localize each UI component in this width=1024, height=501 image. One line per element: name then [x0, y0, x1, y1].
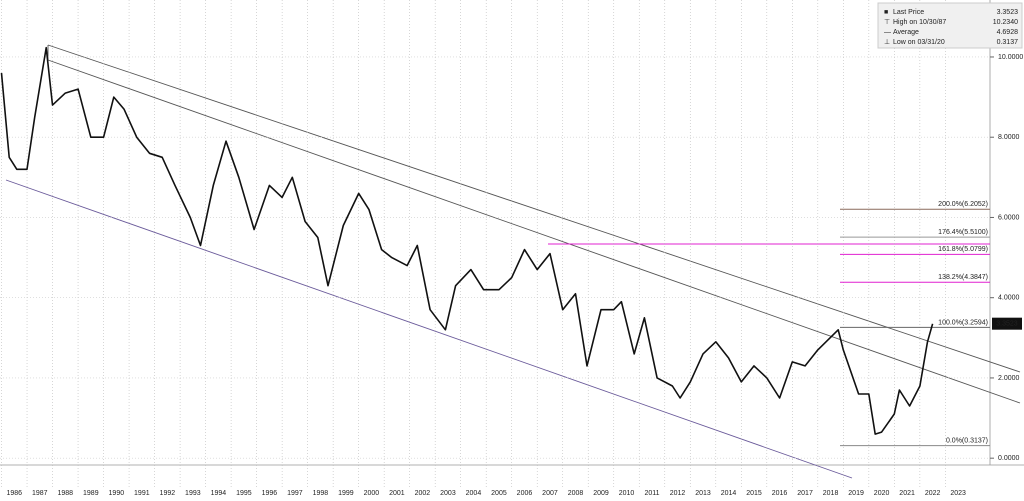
legend-value: 10.2340 [993, 19, 1018, 26]
y-tick-label: 10.0000 [998, 54, 1023, 61]
y-tick-label: 4.0000 [998, 295, 1020, 302]
legend-value: 0.3137 [997, 39, 1019, 46]
x-tick-label: 2023 [950, 490, 966, 497]
x-tick-label: 2021 [899, 490, 915, 497]
last-price-tag [992, 317, 1022, 330]
legend-box [877, 2, 1023, 49]
x-tick-label: 2000 [364, 490, 380, 497]
y-tick-label: 0.0000 [998, 455, 1020, 462]
x-tick-label: 1995 [236, 490, 252, 497]
legend-name: Average [893, 29, 919, 36]
x-tick-label: 2005 [491, 490, 507, 497]
x-tick-label: 2007 [542, 490, 558, 497]
x-tick-label: 1991 [134, 490, 150, 497]
x-tick-label: 2012 [670, 490, 686, 497]
x-tick-label: 2002 [415, 490, 431, 497]
x-tick-label: 2014 [721, 490, 737, 497]
level-label: 0.0%(0.3137) [946, 437, 988, 444]
level-label: 161.8%(5.0799) [938, 246, 988, 253]
x-tick-label: 1994 [211, 490, 227, 497]
price-line [0, 46, 934, 435]
x-tick-label: 1989 [83, 490, 99, 497]
x-tick-label: 1993 [185, 490, 201, 497]
x-tick-label: 2013 [695, 490, 711, 497]
legend-name: Low on 03/31/20 [893, 39, 945, 46]
x-tick-label: 1997 [287, 490, 303, 497]
legend-value: 4.6928 [997, 29, 1019, 36]
x-tick-label: 2001 [389, 490, 405, 497]
channel-line [47, 59, 1021, 404]
channel-line [47, 44, 1021, 373]
x-tick-label: 1998 [313, 490, 329, 497]
x-tick-label: 2011 [644, 490, 659, 497]
x-tick-label: 1988 [58, 490, 74, 497]
legend-icon: ⊤ [884, 19, 890, 26]
legend-value: 3.3523 [997, 9, 1019, 16]
x-tick-label: 1999 [338, 490, 354, 497]
x-tick-label: 1990 [109, 490, 125, 497]
level-label: 176.4%(5.5100) [938, 229, 988, 236]
x-tick-label: 2010 [619, 490, 635, 497]
y-tick-label: 6.0000 [998, 214, 1020, 221]
legend-name: Last Price [893, 9, 924, 16]
x-tick-label: 1987 [32, 490, 48, 497]
x-tick-label: 2006 [517, 490, 533, 497]
legend-icon: ■ [884, 9, 888, 16]
x-tick-label: 2016 [772, 490, 788, 497]
legend-icon: ⊥ [884, 39, 890, 46]
x-tick-label: 2018 [823, 490, 839, 497]
x-tick-label: 1986 [6, 490, 22, 497]
y-tick-label: 2.0000 [998, 375, 1020, 382]
channel-lines [5, 44, 1021, 479]
x-tick-label: 2019 [848, 490, 864, 497]
x-tick-label: 2017 [797, 490, 813, 497]
level-label: 138.2%(4.3847) [938, 274, 988, 281]
level-label: 200.0%(6.2052) [938, 201, 988, 208]
y-tick-label: 8.0000 [998, 134, 1020, 141]
x-tick-label: 1992 [160, 490, 176, 497]
legend-icon: — [884, 29, 891, 36]
channel-line [5, 179, 853, 479]
x-tick-label: 2009 [593, 490, 609, 497]
x-tick-label: 1996 [262, 490, 278, 497]
x-tick-label: 2022 [925, 490, 941, 497]
level-label: 100.0%(3.2594) [938, 319, 988, 326]
legend-name: High on 10/30/87 [893, 19, 946, 26]
x-tick-label: 2003 [440, 490, 456, 497]
last-price-label: 3.3523 [996, 321, 1018, 328]
x-tick-label: 2020 [874, 490, 890, 497]
x-tick-label: 2015 [746, 490, 762, 497]
x-tick-label: 2004 [466, 490, 482, 497]
x-tick-label: 2008 [568, 490, 584, 497]
